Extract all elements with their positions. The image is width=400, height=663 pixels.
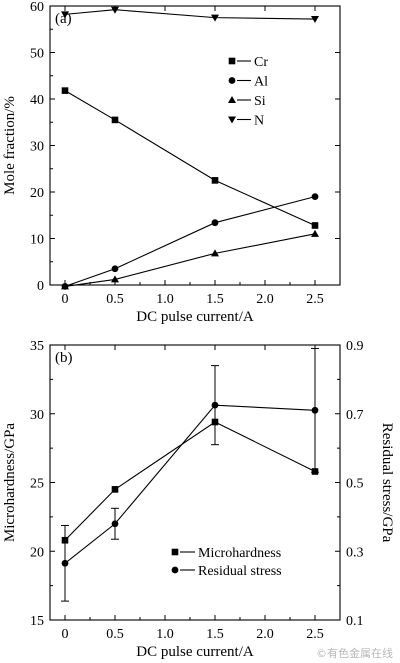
y-tick-label: 30 [30, 408, 44, 423]
series-residual-stress [61, 347, 319, 602]
legend-label: Microhardness [198, 546, 281, 561]
y-axis-label: Mole fraction/% [2, 96, 18, 195]
y2-axis-label: Residual stress/GPa [379, 423, 395, 543]
x-tick-label: 1.5 [206, 292, 224, 307]
series-line [64, 196, 316, 287]
panel-label: (b) [55, 350, 73, 366]
series-n [61, 6, 319, 24]
y-tick-label: 60 [30, 0, 44, 15]
data-point [311, 16, 319, 24]
data-point [211, 249, 219, 257]
plot-frame [49, 344, 341, 621]
watermark: ©有色金属在线 [316, 646, 393, 660]
chart-panel-a: 0 0.5 1.0 1.5 2.0 2.5 0 10 20 30 40 50 60 DC pulse cu… [2, 0, 341, 325]
data-point [211, 219, 219, 227]
panel-label: (a) [55, 11, 72, 27]
y-tick-label: 20 [30, 545, 44, 560]
legend-marker [171, 548, 179, 556]
x-tick-label: 1.0 [156, 292, 174, 307]
series-si [61, 229, 319, 290]
y-tick-label: 15 [30, 614, 44, 629]
x-tick-label: 0 [62, 292, 69, 307]
x-tick-label: 2.5 [306, 627, 324, 642]
series-al [61, 193, 319, 290]
legend-marker [228, 116, 236, 124]
x-tick-label: 2.5 [306, 292, 324, 307]
data-point [111, 265, 119, 273]
x-tick-label: 0.5 [106, 627, 124, 642]
y2-tick-label: 0.5 [346, 477, 364, 492]
data-point [111, 6, 119, 14]
data-point [311, 193, 319, 201]
x-tick-label: 1.5 [206, 627, 224, 642]
legend-entry: Residual stress [171, 564, 282, 579]
series-line [64, 233, 316, 287]
x-axis-label: DC pulse current/A [136, 644, 254, 660]
x-tick-label: 2.0 [256, 292, 274, 307]
data-point [211, 401, 219, 409]
y2-tick-label: 0.7 [346, 408, 364, 423]
y-tick-label: 20 [30, 186, 44, 201]
x-tick-label: 0 [62, 627, 69, 642]
legend-label: Al [254, 75, 268, 90]
data-point [61, 282, 69, 290]
x-tick-label: 1.0 [156, 627, 174, 642]
data-point [111, 486, 119, 493]
legend-entry: Si [228, 94, 266, 109]
y2-tick-label: 0.3 [346, 545, 364, 560]
legend-entry: Microhardness [171, 546, 281, 561]
legend-entry: Al [228, 75, 268, 90]
data-point [211, 177, 219, 184]
y-axis-label: Microhardness/GPa [2, 423, 18, 542]
series-microhardness [61, 418, 319, 544]
x-axis-label: DC pulse current/A [136, 309, 254, 325]
legend-entry: N [228, 114, 264, 129]
legend-marker [228, 96, 236, 103]
data-point [61, 559, 69, 567]
legend-marker [228, 57, 236, 65]
chart-panel-b: 0 0.5 1.0 1.5 2.0 2.5 15 20 25 30 35 0.1 0.3 0.5 0.7 0.… [2, 339, 395, 660]
legend-marker [228, 77, 236, 84]
legend-label: Residual stress [198, 564, 282, 579]
data-point [111, 116, 119, 124]
data-point [311, 406, 319, 414]
y-tick-label: 10 [30, 233, 44, 248]
data-point [311, 222, 319, 229]
series-line [64, 90, 316, 226]
y2-tick-label: 0.1 [346, 614, 364, 629]
series-line [64, 404, 316, 564]
data-point [211, 14, 219, 22]
y-tick-label: 35 [30, 339, 44, 354]
y-tick-label: 30 [30, 140, 44, 155]
data-point [311, 229, 319, 237]
series-line [64, 421, 316, 541]
legend-label: Si [254, 94, 266, 109]
series-line [64, 9, 316, 20]
data-point [61, 11, 69, 19]
data-point [111, 275, 119, 283]
y2-tick-label: 0.9 [346, 339, 364, 354]
plot-frame [49, 5, 341, 286]
data-point [111, 520, 119, 528]
legend-label: Cr [254, 55, 268, 70]
y-tick-label: 0 [37, 279, 44, 294]
legend-marker [171, 566, 179, 574]
data-point [61, 87, 69, 94]
y-tick-label: 50 [30, 47, 44, 62]
x-tick-label: 0.5 [106, 292, 124, 307]
legend-entry: Cr [228, 55, 268, 70]
y-tick-label: 40 [30, 93, 44, 108]
y-tick-label: 25 [30, 477, 44, 492]
series-cr [61, 87, 319, 229]
x-tick-label: 2.0 [256, 627, 274, 642]
legend-label: N [254, 114, 264, 129]
